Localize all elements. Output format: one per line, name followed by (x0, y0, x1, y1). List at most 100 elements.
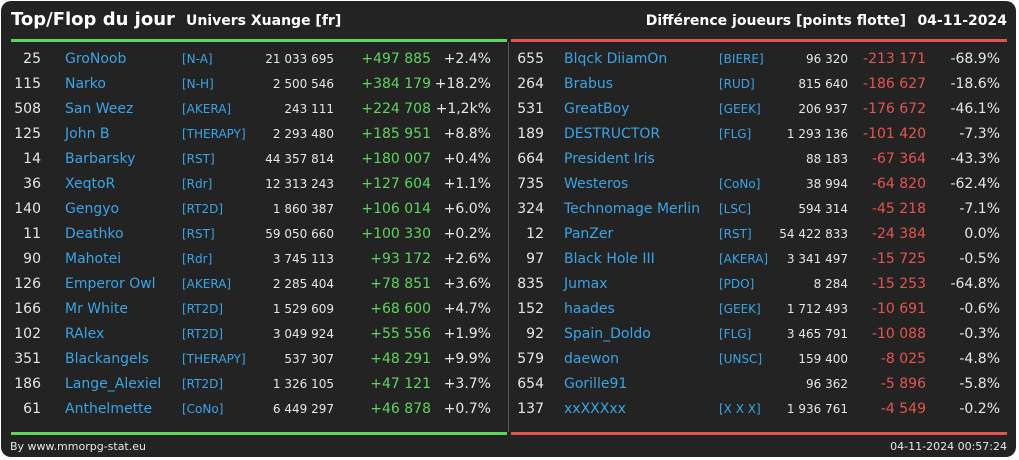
player-row: 324 Technomage Merlin [LSC] 594 314 -45 218 -… (501, 197, 1000, 222)
player-guild-link[interactable]: [RST] (182, 227, 215, 241)
player-points: 6 449 297 (272, 402, 334, 416)
player-name-link[interactable]: Black Hole III (564, 251, 655, 267)
player-name-link[interactable]: GroNoob (65, 51, 127, 67)
player-name-link[interactable]: Westeros (564, 176, 629, 192)
player-guild-link[interactable]: [THERAPY] (182, 127, 246, 141)
player-rank: 531 (517, 101, 544, 117)
percent-change: -0.3% (959, 326, 1000, 342)
player-guild-link[interactable]: [N-A] (182, 52, 213, 66)
player-name-link[interactable]: Barbarsky (65, 151, 136, 167)
top-section-bottom-rule (11, 432, 507, 435)
points-delta: -101 420 (863, 126, 926, 142)
percent-change: +8.8% (443, 126, 491, 142)
player-name-link[interactable]: Anthelmette (65, 401, 153, 417)
player-name-link[interactable]: haades (564, 301, 615, 317)
player-name-link[interactable]: Technomage Merlin (564, 201, 701, 217)
player-name-link[interactable]: xxXXXxx (564, 401, 626, 417)
player-name-link[interactable]: Mahotei (65, 251, 122, 267)
player-rank: 25 (23, 51, 41, 67)
player-points: 815 640 (798, 77, 848, 91)
player-row: 140 Gengyo [RT2D] 1 860 387 +106 014 +6.0% (1, 197, 499, 222)
player-guild-link[interactable]: [RUD] (719, 77, 755, 91)
player-guild-link[interactable]: [GEEK] (719, 102, 761, 116)
player-points: 1 529 609 (272, 302, 334, 316)
points-delta: +384 179 (361, 76, 431, 92)
player-name-link[interactable]: DESTRUCTOR (564, 126, 661, 142)
player-guild-link[interactable]: [UNSC] (719, 352, 763, 366)
player-name-link[interactable]: Narko (65, 76, 106, 92)
player-rank: 61 (23, 401, 41, 417)
player-name-link[interactable]: Deathko (65, 226, 124, 242)
player-guild-link[interactable]: [BIERE] (719, 52, 764, 66)
flop-section-bottom-rule (511, 432, 1007, 435)
player-guild-link[interactable]: [Rdr] (182, 252, 213, 266)
player-name-link[interactable]: President Iris (564, 151, 655, 167)
player-guild-link[interactable]: [AKERA] (182, 102, 232, 116)
player-guild-link[interactable]: [RT2D] (182, 202, 224, 216)
player-points: 3 341 497 (786, 252, 848, 266)
player-name-link[interactable]: John B (65, 126, 110, 142)
points-delta: -176 672 (863, 101, 926, 117)
points-delta: +93 172 (370, 251, 431, 267)
player-points: 88 183 (806, 152, 848, 166)
player-name-link[interactable]: Lange_Alexiel (65, 376, 162, 392)
player-points: 1 712 493 (786, 302, 848, 316)
points-delta: -10 088 (871, 326, 926, 342)
player-name-link[interactable]: Blqck DiiamOn (564, 51, 668, 67)
footer-timestamp: 04-11-2024 00:57:24 (890, 440, 1007, 453)
player-guild-link[interactable]: [RST] (719, 227, 752, 241)
player-name-link[interactable]: Blackangels (65, 351, 149, 367)
player-guild-link[interactable]: [THERAPY] (182, 352, 246, 366)
player-guild-link[interactable]: [N-H] (182, 77, 214, 91)
player-name-link[interactable]: Mr White (65, 301, 128, 317)
player-rank: 14 (23, 151, 41, 167)
player-points: 96 362 (806, 377, 848, 391)
player-rank: 140 (14, 201, 41, 217)
player-points: 1 936 761 (786, 402, 848, 416)
player-guild-link[interactable]: [AKERA] (182, 277, 232, 291)
points-delta: +68 600 (370, 301, 431, 317)
player-row: 654 Gorille91 96 362 -5 896 -5.8% (501, 372, 1000, 397)
player-points: 594 314 (798, 202, 848, 216)
player-name-link[interactable]: Jumax (564, 276, 608, 292)
player-name-link[interactable]: XeqtoR (65, 176, 116, 192)
player-guild-link[interactable]: [RT2D] (182, 377, 224, 391)
player-row: 189 DESTRUCTOR [FLG] 1 293 136 -101 420 -7.3% (501, 122, 1000, 147)
player-name-link[interactable]: RAlex (65, 326, 105, 342)
player-guild-link[interactable]: [FLG] (719, 127, 752, 141)
player-rank: 166 (14, 301, 41, 317)
top-section-rule (11, 39, 507, 42)
player-guild-link[interactable]: [FLG] (719, 327, 752, 341)
player-guild-link[interactable]: [RT2D] (182, 302, 224, 316)
player-name-link[interactable]: Gorille91 (564, 376, 628, 392)
player-name-link[interactable]: Spain_Doldo (564, 326, 651, 342)
player-rank: 654 (517, 376, 544, 392)
player-guild-link[interactable]: [X X X] (719, 402, 761, 416)
universe-label: Univers Xuange [fr] (186, 13, 342, 29)
player-row: 14 Barbarsky [RST] 44 357 814 +180 007 +0.4% (1, 147, 499, 172)
player-name-link[interactable]: San Weez (65, 101, 134, 117)
player-name-link[interactable]: daewon (564, 351, 619, 367)
player-name-link[interactable]: Brabus (564, 76, 613, 92)
player-guild-link[interactable]: [GEEK] (719, 302, 761, 316)
player-name-link[interactable]: Gengyo (65, 201, 120, 217)
player-name-link[interactable]: GreatBoy (564, 101, 630, 117)
player-guild-link[interactable]: [CoNo] (182, 402, 224, 416)
player-guild-link[interactable]: [RT2D] (182, 327, 224, 341)
player-guild-link[interactable]: [Rdr] (182, 177, 213, 191)
player-name-link[interactable]: Emperor Owl (65, 276, 156, 292)
points-delta: +55 556 (370, 326, 431, 342)
player-points: 2 293 480 (272, 127, 334, 141)
player-row: 264 Brabus [RUD] 815 640 -186 627 -18.6% (501, 72, 1000, 97)
player-points: 3 465 791 (786, 327, 848, 341)
player-guild-link[interactable]: [LSC] (719, 202, 752, 216)
player-guild-link[interactable]: [CoNo] (719, 177, 761, 191)
player-name-link[interactable]: PanZer (564, 226, 614, 242)
points-delta: -10 691 (871, 301, 926, 317)
player-guild-link[interactable]: [AKERA] (719, 252, 769, 266)
percent-change: +2.4% (443, 51, 491, 67)
player-guild-link[interactable]: [RST] (182, 152, 215, 166)
stat-type-label: Différence joueurs [points flotte] (645, 13, 906, 29)
player-guild-link[interactable]: [PDO] (719, 277, 755, 291)
